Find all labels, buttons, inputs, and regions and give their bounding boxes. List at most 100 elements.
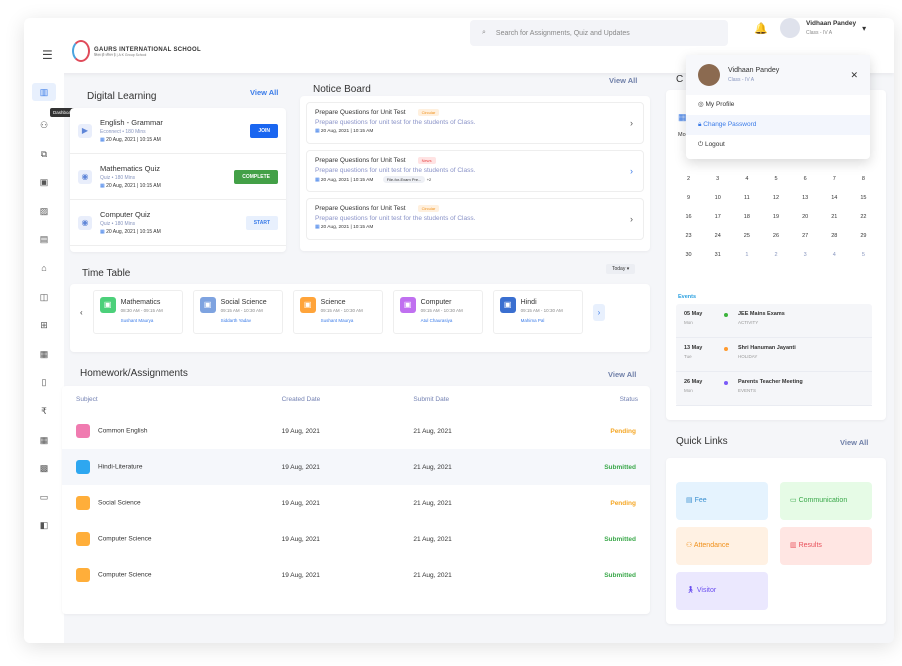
sidebar-library-icon[interactable]: ◫ [39, 291, 49, 302]
chevron-right-icon[interactable]: › [630, 214, 633, 224]
calendar-day[interactable]: 23 [685, 233, 692, 239]
learning-title: English - Grammar [100, 118, 163, 127]
calendar-day[interactable]: 28 [831, 233, 838, 239]
sidebar-documents-icon[interactable]: ⧉ [40, 148, 48, 159]
digital-learning-view-all[interactable]: View All [250, 88, 279, 97]
homework-view-all[interactable]: View All [608, 370, 637, 379]
notice-item[interactable]: Prepare Questions for Unit Test Circular P… [306, 102, 644, 144]
sidebar-gallery-icon[interactable]: ▨ [39, 205, 49, 216]
calendar-day[interactable]: 3 [716, 176, 720, 182]
calendar-day[interactable]: 27 [802, 233, 809, 239]
menu-item-my-profile[interactable]: ◎ My Profile [686, 95, 870, 115]
table-row[interactable]: Computer Science 19 Aug, 2021 21 Aug, 2021… [62, 521, 650, 557]
calendar-day[interactable]: 7 [832, 176, 836, 182]
calendar-day[interactable]: 4 [832, 252, 836, 258]
join-button[interactable]: JOIN [250, 123, 278, 138]
timetable-subject[interactable]: ▣ Science 09:15 AM - 10:30 AM Sushant Maury… [292, 290, 383, 334]
sidebar-dashboard-icon[interactable]: ▥ [32, 83, 56, 101]
column-header: Created Date [281, 396, 321, 403]
chevron-right-icon[interactable]: › [630, 166, 633, 176]
calendar-day[interactable]: 29 [860, 233, 867, 239]
event-item[interactable]: 26 May Mon Parents Teacher Meeting EVENTS [676, 372, 872, 406]
sidebar-laptop-icon[interactable]: ⌂ [41, 262, 47, 273]
calendar-day[interactable]: 2 [774, 252, 778, 258]
sidebar-timetable-icon[interactable]: ▩ [39, 463, 49, 474]
timetable-filter-dropdown[interactable]: Today ▾ [606, 264, 636, 274]
quick-link-attendance[interactable]: ⚇ Attendance [676, 527, 768, 565]
notice-item[interactable]: Prepare Questions for Unit Test News Prepa… [306, 150, 644, 192]
calendar-day[interactable]: 16 [685, 214, 692, 220]
timetable-subject[interactable]: ▣ Hindi 09:15 AM - 10:30 AM Mahima Pal [492, 290, 583, 334]
calendar-day[interactable]: 10 [714, 195, 721, 201]
calendar-day[interactable]: 13 [802, 195, 809, 201]
notice-board-view-all[interactable]: View All [609, 76, 638, 85]
calendar-day[interactable]: 5 [861, 252, 865, 258]
sidebar-chat-icon[interactable]: ▤ [39, 234, 49, 245]
calendar-day[interactable]: 15 [860, 195, 867, 201]
calendar-day[interactable]: 8 [861, 176, 865, 182]
complete-button[interactable]: COMPLETE [234, 169, 278, 184]
calendar-day[interactable]: 12 [772, 195, 780, 201]
quick-link-results[interactable]: ▥ Results [780, 527, 872, 565]
next-arrow-icon[interactable]: › [592, 303, 606, 321]
chevron-right-icon[interactable]: › [630, 118, 633, 128]
timetable-subject[interactable]: ▣ Mathematics 08:30 AM - 09:15 AM Sushant M… [92, 290, 183, 334]
more-attachments[interactable]: +2 [426, 177, 432, 182]
calendar-day[interactable]: 2 [687, 176, 691, 182]
event-item[interactable]: 05 May Mon JEE Mains Exams ACTIVITY [676, 304, 872, 338]
calendar-day[interactable]: 9 [687, 195, 691, 201]
attachment-chip[interactable]: File-for-Exam Pre... [382, 176, 426, 183]
calendar-day[interactable]: 21 [831, 214, 838, 220]
sidebar-add-icon[interactable]: ⊞ [40, 320, 48, 331]
quick-links-view-all[interactable]: View All [840, 438, 869, 447]
calendar-day[interactable]: 6 [803, 176, 807, 182]
calendar-day[interactable]: 26 [772, 233, 780, 239]
sidebar-report-icon[interactable]: ▭ [39, 491, 49, 502]
sidebar-event-icon[interactable]: ▦ [39, 434, 49, 445]
sidebar-book-icon[interactable]: ◧ [39, 520, 49, 531]
sidebar-attendance-icon[interactable]: ⚇ [39, 120, 49, 130]
notification-bell-icon[interactable]: 🔔 [754, 23, 768, 35]
menu-item-logout[interactable]: ⏻ Logout [686, 135, 870, 155]
table-row[interactable]: Hindi-Literature 19 Aug, 2021 21 Aug, 2021… [62, 449, 650, 485]
start-button[interactable]: START [245, 215, 278, 230]
sidebar-clipboard-icon[interactable]: ▯ [41, 377, 47, 388]
quick-link-communication[interactable]: ▭ Communication [780, 482, 872, 520]
calendar-day[interactable]: 22 [860, 214, 867, 220]
calendar-day[interactable]: 19 [772, 214, 780, 220]
table-row[interactable]: Computer Science 19 Aug, 2021 21 Aug, 2021… [62, 557, 650, 593]
calendar-day[interactable]: 18 [743, 214, 750, 220]
calendar-day[interactable]: 11 [743, 195, 750, 201]
sidebar-calendar-icon[interactable]: ▦ [39, 348, 49, 359]
calendar-day[interactable]: 4 [745, 176, 749, 182]
chevron-down-icon[interactable]: ▾ [862, 23, 867, 33]
calendar-day[interactable]: 5 [774, 176, 778, 182]
prev-arrow-icon[interactable]: ‹ [80, 307, 83, 317]
calendar-day[interactable]: 14 [831, 195, 838, 201]
sidebar-fee-icon[interactable]: ₹ [41, 405, 47, 416]
calendar-day[interactable]: 31 [714, 252, 721, 258]
search-input[interactable]: ⌕ Search for Assignments, Quiz and Update… [470, 20, 728, 46]
timetable-subject[interactable]: ▣ Social Science 09:15 AM - 10:30 AM Siddar… [192, 290, 283, 334]
close-icon[interactable]: ✕ [850, 69, 858, 80]
table-row[interactable]: Social Science 19 Aug, 2021 21 Aug, 2021 Pe… [62, 485, 650, 521]
quick-link-visitor[interactable]: 🚶︎ Visitor [676, 572, 768, 610]
table-row[interactable]: Common English 19 Aug, 2021 21 Aug, 2021 Pe… [62, 413, 650, 449]
calendar-day[interactable]: 20 [802, 214, 809, 220]
calendar-day[interactable]: 25 [743, 233, 750, 239]
subject-name: Science [320, 299, 346, 306]
menu-item-change-password[interactable]: 🔒︎ Change Password [686, 115, 870, 135]
calendar-day[interactable]: 30 [685, 252, 692, 258]
timetable-subject[interactable]: ▣ Computer 09:15 AM - 10:30 AM Atul Chauras… [392, 290, 483, 334]
event-item[interactable]: 13 May Tue Shri Hanuman Jayanti HOLIDAY [676, 338, 872, 372]
calendar-icon[interactable]: ▦ [678, 112, 687, 122]
calendar-day[interactable]: 1 [745, 252, 749, 258]
calendar-day[interactable]: 3 [803, 252, 807, 258]
sidebar-board-icon[interactable]: ▣ [39, 177, 49, 188]
user-menu[interactable]: Vidhaan Pandey Class - IV A ▾ [780, 18, 866, 38]
notice-item[interactable]: Prepare Questions for Unit Test Circular P… [306, 198, 644, 240]
quick-link-fee[interactable]: ▤ Fee [676, 482, 768, 520]
menu-icon[interactable]: ☰ [42, 48, 53, 62]
calendar-day[interactable]: 24 [714, 233, 721, 239]
calendar-day[interactable]: 17 [714, 214, 721, 220]
